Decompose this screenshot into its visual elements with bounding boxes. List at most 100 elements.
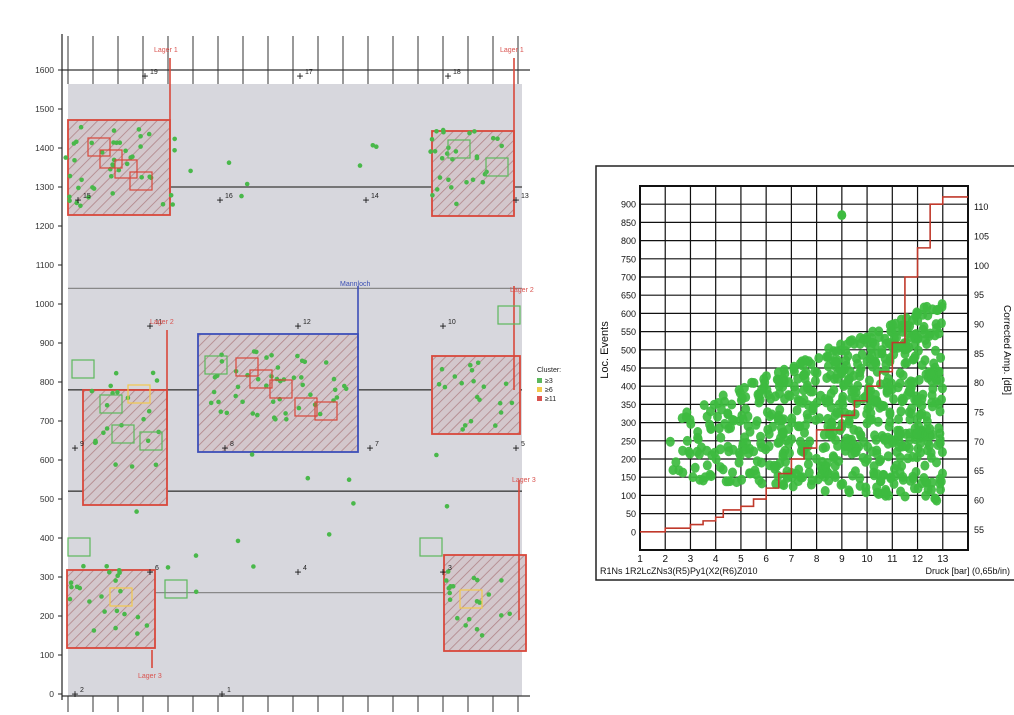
- left-sensor-label: 1: [227, 687, 231, 694]
- left-data-point: [499, 578, 504, 583]
- right-y2-tick-label: 55: [974, 525, 984, 535]
- left-sensor-label: 14: [371, 193, 379, 200]
- right-data-point: [791, 386, 800, 397]
- left-data-point: [129, 464, 135, 469]
- right-data-point: [903, 328, 913, 339]
- left-data-point: [216, 399, 221, 405]
- left-legend-swatch: [537, 387, 542, 392]
- left-data-point: [104, 564, 109, 569]
- left-cluster-square: [114, 159, 138, 179]
- left-data-point: [104, 426, 110, 431]
- right-data-point: [894, 442, 904, 452]
- left-data-point: [67, 173, 73, 179]
- left-y-tick-label: 1000: [35, 299, 54, 309]
- left-cluster-square: [459, 589, 483, 609]
- left-cluster-square: [164, 579, 188, 599]
- left-data-point: [326, 532, 332, 537]
- left-data-point: [507, 611, 512, 617]
- left-legend-label: ≥3: [545, 378, 553, 385]
- left-data-point: [444, 151, 450, 156]
- left-data-point: [448, 584, 453, 589]
- right-data-point: [858, 452, 868, 463]
- right-y2-tick-label: 90: [974, 319, 984, 329]
- left-sensor-marker: +: [512, 193, 519, 207]
- right-x-tick-label: 1: [637, 554, 643, 565]
- left-data-point: [86, 195, 91, 200]
- right-points: [665, 210, 947, 506]
- right-data-point: [820, 486, 830, 496]
- right-data-point: [738, 414, 748, 425]
- right-data-point: [682, 435, 692, 446]
- right-data-point: [922, 416, 932, 427]
- right-data-point: [931, 319, 941, 330]
- left-data-point: [308, 392, 313, 398]
- left-data-point: [370, 143, 376, 148]
- right-data-point: [801, 367, 811, 378]
- left-data-point: [446, 177, 451, 183]
- right-data-point: [843, 375, 853, 386]
- left-region-label: Lager 3: [138, 673, 162, 680]
- left-sensor-label: 19: [150, 69, 158, 76]
- left-y-tick-label: 1600: [35, 65, 54, 75]
- right-data-point: [864, 383, 874, 394]
- left-data-point: [226, 160, 232, 165]
- right-y2-axis-label: Corrected Amp. [dB]: [1001, 305, 1012, 395]
- left-cluster-square: [87, 137, 111, 157]
- right-data-point: [904, 386, 914, 397]
- right-data-point: [759, 374, 769, 385]
- left-data-point: [138, 134, 143, 139]
- left-data-point: [454, 201, 459, 207]
- left-sensor-label: 17: [305, 69, 313, 76]
- right-y-axis-label: Loc. Events: [599, 321, 611, 379]
- left-data-point: [445, 569, 451, 574]
- left-data-point: [110, 162, 115, 167]
- left-data-point: [130, 154, 135, 159]
- right-data-point: [935, 434, 945, 445]
- left-cluster-square: [127, 384, 151, 404]
- left-data-point: [91, 628, 97, 633]
- right-data-point: [812, 453, 821, 464]
- right-x-tick-label: 2: [662, 554, 668, 565]
- left-data-point: [459, 380, 465, 386]
- left-data-point: [141, 416, 146, 422]
- left-data-point: [499, 613, 504, 618]
- left-data-point: [509, 400, 515, 406]
- left-data-point: [165, 565, 171, 570]
- left-data-point: [323, 360, 329, 365]
- right-data-point: [887, 378, 897, 389]
- left-data-point: [269, 353, 274, 358]
- left-sensor-label: 2: [80, 687, 84, 694]
- left-region-label: Lager 3: [512, 477, 536, 484]
- left-legend-title: Cluster:: [537, 367, 561, 374]
- left-data-point: [463, 623, 469, 628]
- left-data-point: [154, 378, 160, 383]
- left-data-point: [270, 399, 276, 405]
- left-y-tick-label: 300: [40, 572, 54, 582]
- left-cluster-square: [235, 357, 259, 377]
- right-data-point: [936, 352, 946, 363]
- left-y-tick-label: 400: [40, 533, 54, 543]
- right-data-point: [906, 376, 916, 387]
- left-data-point: [240, 399, 245, 405]
- right-data-point: [895, 452, 905, 463]
- left-data-point: [99, 150, 105, 155]
- left-legend: Cluster: ≥3 ≥6 ≥11: [537, 367, 561, 403]
- left-data-point: [283, 411, 288, 416]
- left-data-point: [498, 410, 504, 415]
- left-data-point: [193, 553, 199, 558]
- left-data-point: [434, 187, 440, 192]
- right-data-point: [747, 377, 757, 388]
- left-sensor-marker: +: [146, 565, 153, 579]
- left-data-point: [145, 438, 151, 444]
- right-data-point: [814, 413, 824, 424]
- right-data-point: [837, 210, 847, 221]
- left-data-point: [67, 198, 72, 204]
- left-cluster-square: [204, 355, 228, 375]
- left-cluster-square: [294, 397, 318, 417]
- left-y-tick-label: 1400: [35, 143, 54, 153]
- right-data-point: [880, 435, 890, 446]
- left-y-tick-label: 1100: [36, 260, 55, 270]
- left-data-point: [116, 167, 122, 173]
- left-data-point: [470, 177, 476, 183]
- right-data-point: [906, 408, 916, 419]
